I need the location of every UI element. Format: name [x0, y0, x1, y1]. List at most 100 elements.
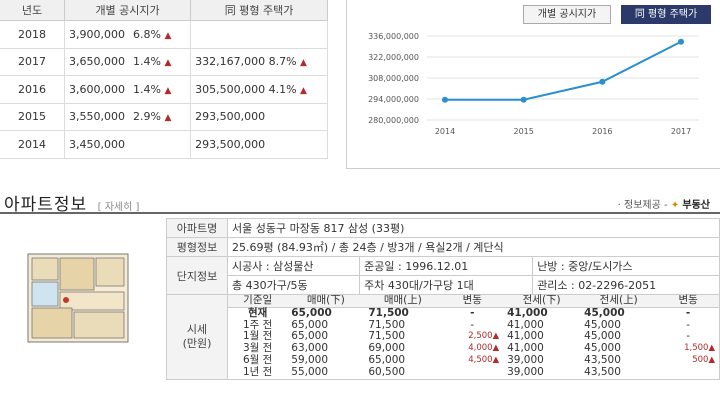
market-cell-s-chg: 4,500▲: [468, 354, 500, 365]
market-cell: 기준일 매매(下) 매매(上) 변동 전세(下) 전세(上) 변동 현재 65,000 71,5…: [227, 294, 720, 380]
x-tick-label: 2015: [513, 127, 533, 136]
x-tick-label: 2016: [592, 127, 612, 136]
market-price-table: 기준일 매매(下) 매매(上) 변동 전세(下) 전세(上) 변동 현재 65,000 71,5…: [228, 294, 719, 379]
market-table-header: 기준일 매매(下) 매매(上) 변동 전세(下) 전세(上) 변동: [228, 294, 719, 308]
land-price: 3,600,000 1.4% ▲: [64, 75, 192, 104]
market-cell-j-chg: [657, 367, 719, 379]
price-row: 2018 3,900,000 6.8% ▲: [0, 20, 328, 49]
source-name[interactable]: 부동산: [682, 200, 710, 211]
market-cell-j-chg: 500▲: [692, 354, 715, 365]
detail-link[interactable]: [ 자세히 ]: [97, 202, 140, 213]
market-cell-s-chg: 4,000▲: [468, 343, 500, 354]
market-cell-date: 3월 전: [242, 342, 273, 355]
market-cell-s-chg: 2,500▲: [468, 331, 500, 342]
price-year: 2018: [0, 20, 65, 49]
tab-land-price[interactable]: 개별 공시지가: [523, 5, 611, 24]
up-arrow-icon: ▲: [164, 85, 172, 96]
label-complex-info: 단지정보: [166, 256, 228, 295]
market-cell-s-lo: 65,000: [291, 318, 329, 331]
house-price: 305,500,000 4.1% ▲: [190, 75, 328, 104]
up-arrow-icon: ▲: [300, 58, 307, 69]
market-cell-date: 현재: [247, 306, 268, 319]
house-price: 293,500,000: [190, 130, 328, 159]
y-tick-label: 322,000,000: [368, 53, 419, 62]
land-price: 3,550,000 2.9% ▲: [64, 103, 192, 131]
market-cell-s-lo: 59,000: [291, 353, 329, 366]
office-value: 관리소 : 02-2296-2051: [532, 275, 720, 295]
market-header: 전세(上): [580, 294, 658, 308]
market-cell-date: 6월 전: [242, 353, 273, 366]
market-cell-j-hi: 43,500: [584, 365, 621, 378]
market-cell-j-hi: 45,000: [584, 330, 621, 343]
market-cell-j-hi: 45,000: [584, 342, 621, 355]
price-year: 2014: [0, 130, 65, 159]
x-tick-label: 2017: [671, 127, 691, 136]
market-cell-j-chg: 1,500▲: [684, 343, 715, 354]
market-cell-j-chg: -: [686, 318, 690, 331]
header-year: 년도: [0, 0, 65, 21]
source-logo-icon: ✦: [670, 200, 680, 211]
market-header: 변동: [657, 294, 719, 308]
house-price: 332,167,000 8.7% ▲: [190, 48, 328, 76]
market-cell-j-lo: 39,000: [507, 353, 544, 366]
price-chart-panel: 개별 공시지가 同 평형 주택가 336,000,000 322,000,000 3…: [346, 0, 720, 169]
data-point: [442, 96, 448, 103]
market-cell-j-lo: 41,000: [507, 318, 544, 331]
up-arrow-icon: ▲: [164, 30, 172, 41]
price-row: 2016 3,600,000 1.4% ▲ 305,500,000 4.1% ▲: [0, 75, 328, 104]
market-header: 매매(下): [287, 294, 365, 308]
market-header: 변동: [441, 294, 504, 308]
market-header: 매매(上): [364, 294, 442, 308]
price-row: 2015 3,550,000 2.9% ▲ 293,500,000: [0, 103, 328, 131]
data-point: [599, 78, 606, 85]
price-line-chart: 336,000,000 322,000,000 308,000,000 294,000…: [368, 32, 699, 136]
market-cell-j-lo: 39,000: [507, 365, 544, 378]
apt-title-text: 아파트정보: [4, 195, 88, 215]
market-cell-date: 1주 전: [242, 318, 273, 331]
market-cell-j-hi: 43,500: [584, 353, 621, 366]
series-line: [445, 40, 682, 101]
section-divider: [0, 212, 720, 214]
builder-value: 시공사 : 삼성물산: [226, 256, 361, 276]
tab-house-price[interactable]: 同 평형 주택가: [621, 5, 711, 24]
floorplan-image: [27, 253, 129, 343]
apt-name-value: 서울 성동구 마장동 817 삼성 (33평): [227, 218, 720, 238]
market-cell-j-lo: 41,000: [507, 330, 544, 343]
market-cell-s-hi: 60,500: [368, 365, 406, 378]
market-header: 기준일: [228, 294, 288, 308]
market-row: 3월 전 63,000 69,000 4,000▲ 41,000 45,000 1,500▲: [228, 342, 719, 355]
price-year: 2015: [0, 103, 65, 131]
market-cell-s-chg: -: [470, 306, 475, 319]
heating-value: 난방 : 중앙/도시가스: [532, 256, 720, 276]
house-price: 293,500,000: [190, 103, 328, 131]
market-header: 전세(下): [503, 294, 581, 308]
price-year: 2017: [0, 48, 65, 76]
market-cell-j-lo: 41,000: [507, 306, 548, 319]
market-cell-s-hi: 71,500: [368, 318, 406, 331]
market-cell-s-lo: 65,000: [291, 306, 332, 319]
market-cell-s-lo: 55,000: [291, 365, 329, 378]
market-cell-j-chg: -: [685, 306, 691, 319]
data-point: [678, 38, 684, 45]
market-cell-j-lo: 41,000: [507, 342, 544, 355]
header-land-price: 개별 공시지가: [64, 0, 192, 21]
y-tick-label: 336,000,000: [368, 32, 419, 41]
info-source: · 정보제공 - ✦ 부동산: [618, 196, 710, 211]
up-arrow-icon: ▲: [300, 85, 307, 96]
price-row: 2014 3,450,000 293,500,000: [0, 130, 328, 159]
up-arrow-icon: ▲: [164, 113, 172, 124]
market-row: 1주 전 65,000 71,500 - 41,000 45,000 -: [228, 318, 719, 332]
apt-info-table: 아파트명 서울 성동구 마장동 817 삼성 (33평) 평형정보 25.69평…: [166, 218, 720, 380]
market-cell-s-lo: 63,000: [291, 342, 329, 355]
market-cell-date: 1월 전: [242, 330, 273, 343]
x-tick-label: 2014: [435, 127, 455, 136]
market-cell-j-hi: 45,000: [584, 318, 621, 331]
market-row: 1월 전 65,000 71,500 2,500▲ 41,000 45,000 -: [228, 331, 719, 343]
market-row: 6월 전 59,000 65,000 4,500▲ 39,000 43,500 500▲: [228, 353, 719, 367]
house-price: [190, 20, 328, 49]
market-cell-s-hi: 71,500: [368, 306, 409, 319]
market-cell-s-chg: -: [470, 318, 475, 331]
households-value: 총 430가구/5동: [226, 275, 361, 295]
land-price: 3,650,000 1.4% ▲: [64, 48, 192, 76]
market-cell-s-hi: 65,000: [368, 353, 406, 366]
